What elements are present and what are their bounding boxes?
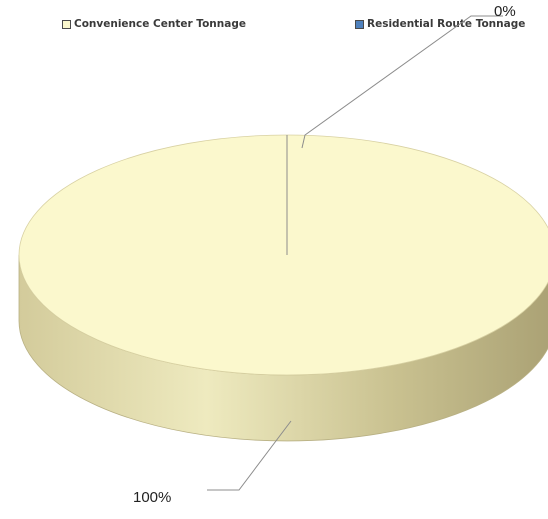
legend-swatch-residential-route (355, 19, 364, 29)
legend-label-convenience-center: Convenience Center Tonnage (74, 18, 246, 30)
pie-slice-convenience-center (18, 134, 548, 376)
legend-entry-convenience-center: Convenience Center Tonnage (62, 18, 246, 30)
leader-line-convenience-center (207, 420, 292, 491)
data-label-convenience-center: 100% (133, 489, 171, 506)
legend-swatch-convenience-center (62, 19, 71, 29)
leader-line-residential-route (301, 15, 503, 149)
data-label-residential-route: 0% (494, 3, 516, 20)
legend-label-residential-route: Residential Route Tonnage (367, 18, 526, 30)
legend-entry-residential-route: Residential Route Tonnage (355, 18, 525, 30)
